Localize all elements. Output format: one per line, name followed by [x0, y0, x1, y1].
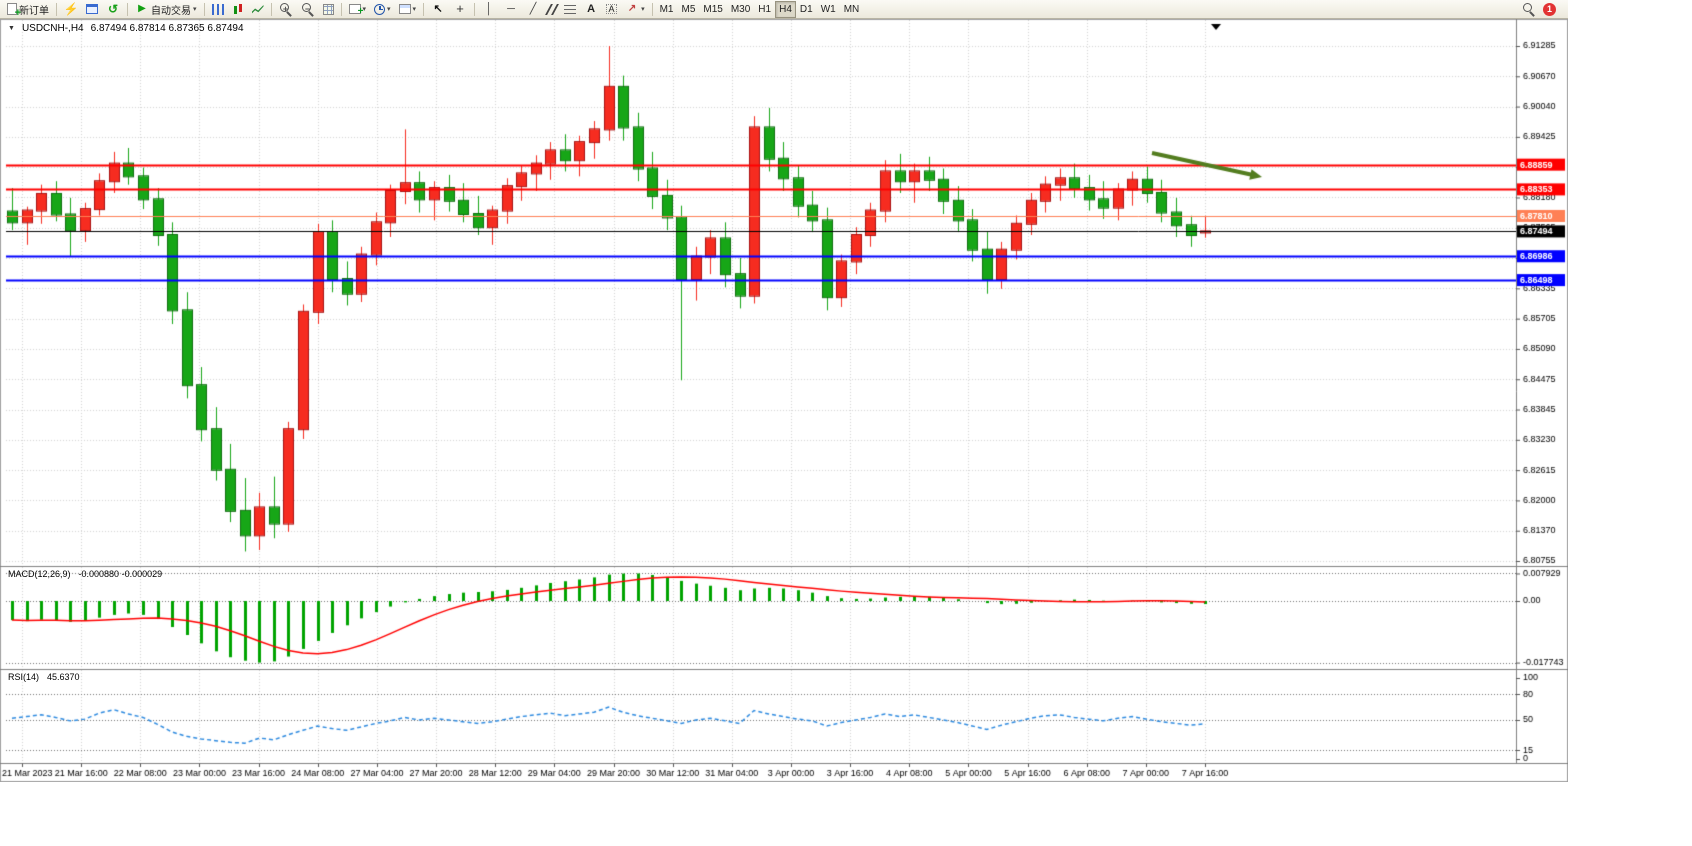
trading-platform-window: 新订单⚡↺▶自动交易▾+−▾▾▾↖+│─╱AA↗▾M1M5M15M30H1H4D… [0, 0, 1568, 782]
horizontal-line-icon: ─ [507, 3, 515, 15]
new-order-button[interactable]: 新订单 [3, 1, 53, 20]
chart-header: ▼ USDCNH-,H4 6.87494 6.87814 6.87365 6.8… [8, 23, 244, 34]
dropdown-caret-icon: ▾ [641, 6, 645, 13]
main-toolbar: 新订单⚡↺▶自动交易▾+−▾▾▾↖+│─╱AA↗▾M1M5M15M30H1H4D… [0, 0, 1568, 20]
new-chart-icon [348, 4, 364, 19]
auto-trading-label: 自动交易 [151, 5, 191, 17]
timeframe-h4-button[interactable]: H4 [775, 0, 796, 18]
chart-window-button[interactable] [82, 1, 102, 18]
timeframe-m15-button[interactable]: M15 [699, 1, 726, 18]
ohlc-collapse-icon[interactable]: ▼ [8, 25, 15, 32]
refresh-icon: ↺ [107, 2, 119, 16]
toolbar-right: 1 [1522, 2, 1565, 16]
label-icon: A [606, 4, 618, 14]
timeframe-m30-button[interactable]: M30 [727, 1, 754, 18]
chart-window-icon [86, 4, 98, 14]
auto-trading-icon: ▶ [138, 3, 146, 14]
zoom-out-button[interactable]: − [297, 1, 319, 18]
timeframe-mn-button[interactable]: MN [840, 1, 864, 18]
dropdown-caret-icon: ▾ [362, 6, 367, 13]
templates-button[interactable]: ▾ [395, 1, 421, 18]
toolbar-separator [651, 2, 653, 16]
macd-values: -0.000880 -0.000029 [78, 569, 163, 579]
toolbar-separator [56, 2, 57, 16]
line-chart-icon [251, 5, 264, 14]
bar-chart-button[interactable] [208, 1, 228, 18]
channel-button[interactable] [544, 1, 560, 18]
candlestick-button[interactable] [228, 1, 248, 18]
bar-chart-icon [211, 3, 224, 15]
rsi-label: RSI(14) [8, 672, 40, 682]
macd-label: MACD(12,26,9) [8, 569, 71, 579]
vertical-line-icon: │ [485, 3, 493, 15]
zoom-in-button[interactable]: + [275, 1, 297, 18]
timeframe-h1-button[interactable]: H1 [754, 1, 775, 18]
cursor-button[interactable]: ↖ [427, 1, 449, 18]
tile-windows-button[interactable] [319, 1, 338, 18]
new-order-icon [7, 3, 21, 20]
periods-icon [374, 3, 386, 15]
fibonacci-icon [564, 4, 577, 14]
arrows-icon: ↗ [627, 3, 637, 14]
timeframe-m1-button[interactable]: M1 [656, 1, 678, 18]
toolbar-separator [270, 2, 272, 16]
candlestick-icon [232, 3, 244, 16]
trendline-button[interactable]: ╱ [522, 1, 544, 18]
new-order-label: 新订单 [19, 5, 49, 17]
search-icon[interactable] [1522, 2, 1536, 16]
toolbar-separator [423, 2, 425, 16]
trendline-icon: ╱ [529, 3, 537, 15]
periods-button[interactable]: ▾ [370, 1, 395, 18]
timeframe-m5-button[interactable]: M5 [677, 1, 699, 18]
rsi-header: RSI(14) 45.6370 [8, 672, 80, 682]
crosshair-icon: + [456, 1, 464, 16]
horizontal-line-button[interactable]: ─ [500, 1, 522, 18]
lightning-button[interactable]: ⚡ [60, 1, 82, 18]
notification-badge[interactable]: 1 [1543, 2, 1556, 16]
timeframe-w1-button[interactable]: W1 [817, 1, 840, 18]
toolbar-separator [340, 2, 342, 16]
zoom-out-icon: − [301, 2, 315, 16]
toolbar-separator [474, 2, 476, 16]
text-icon: A [587, 3, 596, 15]
dropdown-caret-icon: ▾ [193, 6, 197, 13]
arrows-button[interactable]: ↗ ▾ [621, 1, 649, 18]
toolbar-separator [203, 2, 205, 16]
zoom-in-icon: + [279, 2, 293, 16]
crosshair-button[interactable]: + [449, 1, 471, 18]
templates-icon [398, 4, 411, 14]
timeframe-d1-button[interactable]: D1 [796, 1, 817, 18]
toolbar-buttons: 新订单⚡↺▶自动交易▾+−▾▾▾↖+│─╱AA↗▾M1M5M15M30H1H4D… [3, 0, 864, 20]
auto-trading-button[interactable]: ▶ 自动交易 ▾ [131, 1, 201, 18]
lightning-icon: ⚡ [63, 2, 79, 16]
fibonacci-button[interactable] [560, 1, 580, 18]
cursor-icon: ↖ [433, 3, 443, 15]
toolbar-separator [127, 2, 128, 16]
vertical-line-button[interactable]: │ [478, 1, 500, 18]
dropdown-caret-icon: ▾ [412, 6, 417, 13]
new-chart-button[interactable]: ▾ [345, 1, 371, 19]
ohlc-values: 6.87494 6.87814 6.87365 6.87494 [90, 23, 244, 34]
label-button[interactable]: A [602, 1, 621, 18]
tile-windows-icon [322, 3, 334, 15]
text-button[interactable]: A [580, 1, 602, 18]
channel-icon [545, 3, 559, 15]
rsi-value: 45.6370 [47, 672, 80, 682]
price-chart-canvas[interactable] [0, 19, 1568, 782]
refresh-button[interactable]: ↺ [102, 1, 124, 18]
macd-header: MACD(12,26,9) -0.000880 -0.000029 [8, 569, 162, 579]
dropdown-caret-icon: ▾ [387, 6, 391, 13]
line-chart-button[interactable] [248, 1, 268, 18]
symbol-period: USDCNH-,H4 [21, 23, 84, 34]
